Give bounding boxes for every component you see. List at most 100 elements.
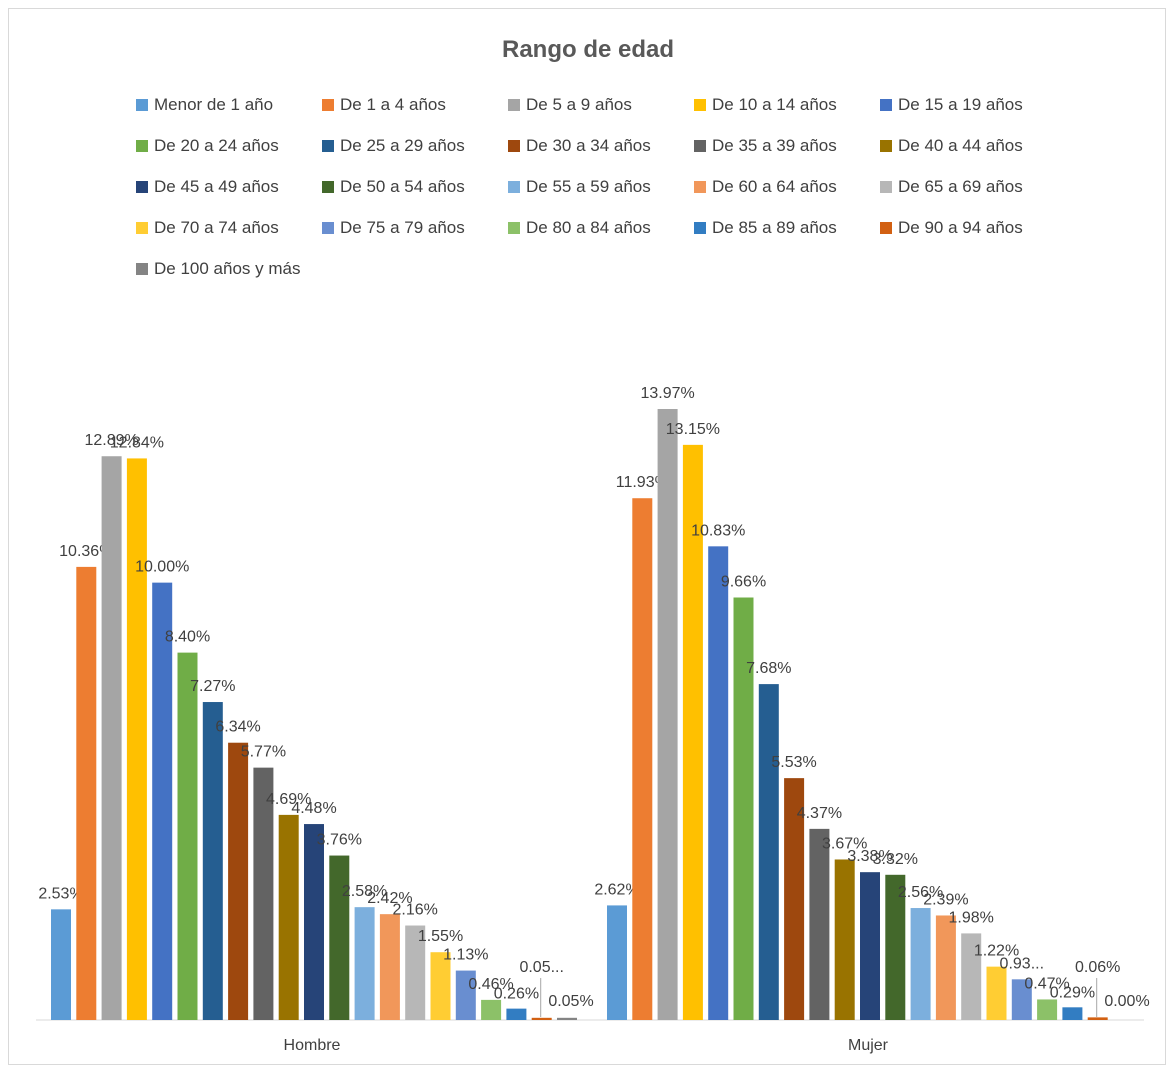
data-label: 0.26%	[494, 986, 539, 1003]
data-label: 0.05%	[548, 993, 593, 1010]
legend-item: De 10 a 14 años	[694, 94, 837, 116]
legend-item: De 60 a 64 años	[694, 176, 837, 198]
bar	[253, 767, 274, 1020]
bar	[1062, 1007, 1083, 1020]
legend-label: De 55 a 59 años	[526, 177, 651, 196]
legend-item: De 5 a 9 años	[508, 94, 632, 116]
bar	[607, 905, 627, 1020]
legend-swatch	[508, 140, 520, 152]
legend-swatch	[136, 99, 148, 111]
legend-swatch	[694, 99, 706, 111]
bar	[430, 952, 451, 1020]
data-label: 7.27%	[190, 678, 235, 695]
legend-swatch	[136, 181, 148, 193]
legend-label: De 5 a 9 años	[526, 95, 632, 114]
bar	[405, 925, 426, 1020]
legend-item: De 40 a 44 años	[880, 135, 1023, 157]
legend-label: De 60 a 64 años	[712, 177, 837, 196]
chart-area	[8, 8, 1166, 1065]
data-label: 8.40%	[165, 629, 210, 646]
bar	[354, 907, 375, 1020]
data-label: 0.00%	[1104, 993, 1149, 1010]
data-label: 0.29%	[1050, 984, 1095, 1001]
legend-label: De 25 a 29 años	[340, 136, 465, 155]
bar	[481, 999, 502, 1020]
chart-title: Rango de edad	[501, 36, 675, 63]
bar	[531, 1017, 552, 1020]
data-label: 10.00%	[135, 559, 189, 576]
legend-label: De 1 a 4 años	[340, 95, 446, 114]
bar	[632, 498, 653, 1020]
data-label: 2.53%	[38, 885, 83, 902]
data-label: 13.97%	[640, 385, 694, 402]
data-label: 0.46%	[468, 976, 513, 993]
data-label: 5.53%	[771, 754, 816, 771]
data-label: 0.05...	[519, 959, 563, 976]
data-label: 2.58%	[342, 883, 387, 900]
legend-swatch	[322, 222, 334, 234]
legend-item: De 15 a 19 años	[880, 94, 1023, 116]
data-label: 2.16%	[393, 902, 438, 919]
bar	[51, 909, 71, 1020]
bar	[1087, 1017, 1108, 1020]
legend-item: De 25 a 29 años	[322, 135, 465, 157]
legend-label: De 100 años y más	[154, 259, 301, 278]
data-label: 11.93%	[616, 474, 669, 491]
bar	[557, 1017, 577, 1020]
legend-label: De 65 a 69 años	[898, 177, 1023, 196]
legend-swatch	[880, 99, 892, 111]
bar	[379, 914, 400, 1020]
data-label: 6.34%	[215, 719, 260, 736]
data-label: 0.47%	[1024, 975, 1069, 992]
legend-label: De 50 a 54 años	[340, 177, 465, 196]
legend-label: De 30 a 34 años	[526, 136, 651, 155]
legend-item: De 80 a 84 años	[508, 217, 651, 239]
data-label: 12.89%	[84, 432, 138, 449]
legend-item: De 85 a 89 años	[694, 217, 837, 239]
data-label: 10.83%	[691, 522, 745, 539]
data-label: 13.15%	[666, 421, 720, 438]
data-label: 3.38%	[847, 848, 892, 865]
legend-swatch	[694, 140, 706, 152]
data-label: 4.37%	[797, 805, 842, 822]
legend-swatch	[880, 181, 892, 193]
bar	[986, 966, 1007, 1020]
legend-swatch	[508, 181, 520, 193]
data-label: 5.77%	[241, 744, 286, 761]
legend-swatch	[136, 263, 148, 275]
legend-swatch	[880, 222, 892, 234]
data-label: 1.22%	[974, 943, 1019, 960]
legend-item: De 100 años y más	[136, 258, 300, 280]
legend-swatch	[508, 99, 520, 111]
data-label: 3.76%	[317, 832, 362, 849]
bar	[784, 778, 805, 1020]
legend-item: De 45 a 49 años	[136, 176, 279, 198]
legend-swatch	[508, 222, 520, 234]
bar	[682, 444, 703, 1020]
bar	[860, 872, 880, 1020]
legend-item: Menor de 1 año	[136, 94, 273, 116]
legend-swatch	[694, 222, 706, 234]
data-label: 2.42%	[367, 890, 412, 907]
legend-label: De 15 a 19 años	[898, 95, 1023, 114]
data-label: 10.36%	[59, 543, 113, 560]
bar	[834, 859, 855, 1020]
legend-swatch	[322, 181, 334, 193]
legend-item: De 55 a 59 años	[508, 176, 651, 198]
legend-item: De 50 a 54 años	[322, 176, 465, 198]
legend-item: De 35 a 39 años	[694, 135, 837, 157]
data-label: 2.39%	[923, 891, 968, 908]
legend-swatch	[322, 140, 334, 152]
legend-item: De 70 a 74 años	[136, 217, 279, 239]
bar	[885, 874, 906, 1020]
legend-swatch	[136, 222, 148, 234]
legend-label: De 35 a 39 años	[712, 136, 837, 155]
data-label: 3.32%	[873, 851, 918, 868]
legend-item: De 90 a 94 años	[880, 217, 1023, 239]
bar	[177, 652, 198, 1020]
data-label: 12.84%	[110, 434, 164, 451]
bar	[278, 814, 299, 1020]
bar	[228, 742, 249, 1020]
bar	[910, 908, 931, 1020]
